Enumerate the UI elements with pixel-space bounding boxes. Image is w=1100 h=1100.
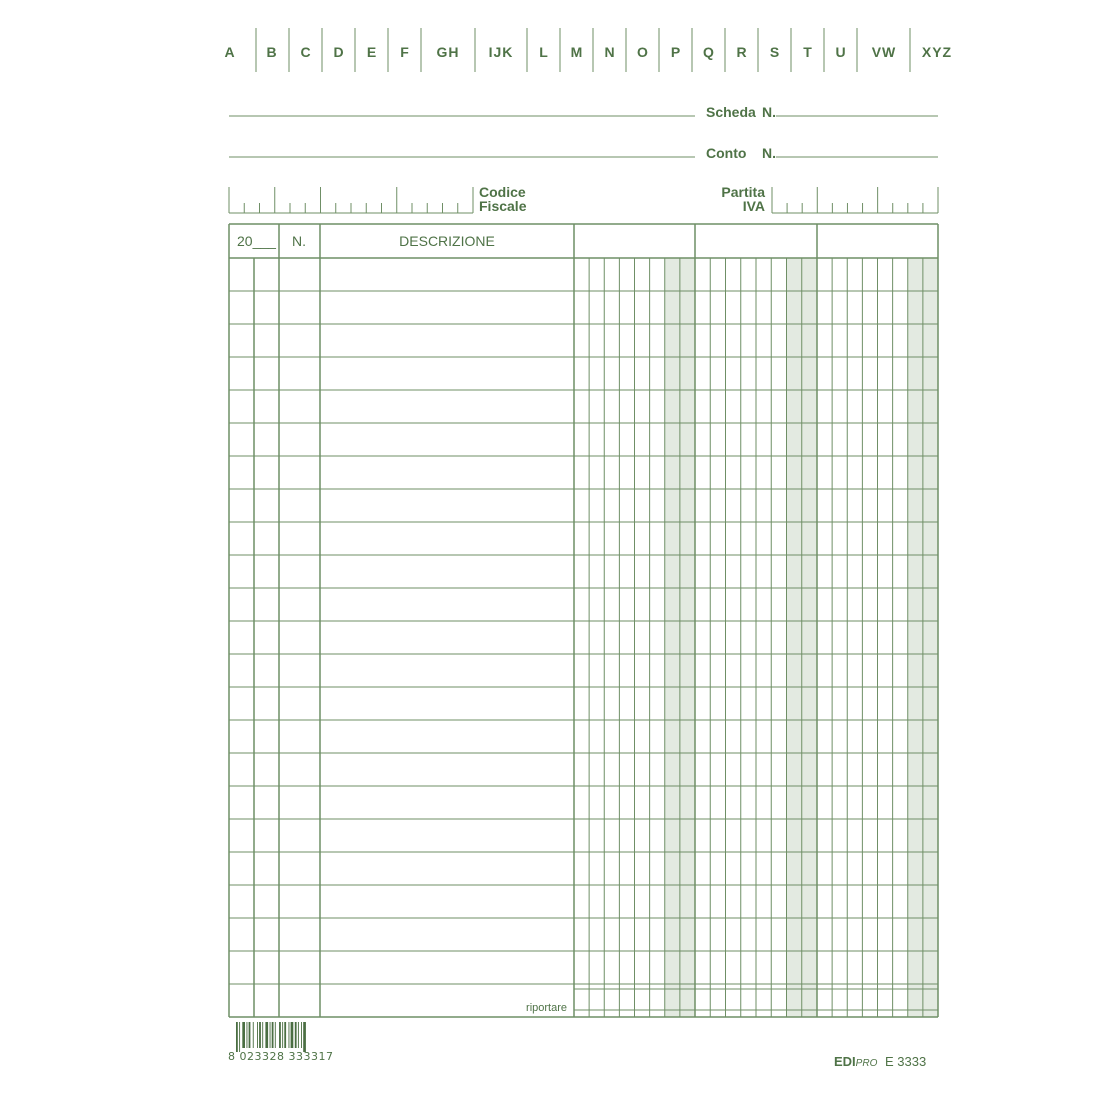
- index-tab-f: F: [400, 44, 410, 60]
- barcode-bar: [284, 1022, 287, 1048]
- barcode-number: 8 023328 333317: [228, 1050, 334, 1063]
- partita-iva-label: Partita IVA: [716, 185, 765, 213]
- barcode-bar: [236, 1022, 238, 1052]
- barcode-bar: [294, 1022, 297, 1048]
- barcode-bar: [303, 1022, 306, 1052]
- description-column-header: DESCRIZIONE: [399, 233, 495, 249]
- barcode-bar: [279, 1022, 281, 1048]
- barcode-bar: [282, 1022, 284, 1048]
- index-tab-p: P: [670, 44, 682, 60]
- index-tab-a: A: [224, 44, 236, 60]
- index-tab-b: B: [266, 44, 278, 60]
- index-tab-vw: VW: [871, 44, 897, 60]
- conto-label: Conto: [706, 145, 747, 161]
- barcode-bar: [271, 1022, 274, 1048]
- index-tab-m: M: [570, 44, 584, 60]
- barcode-bar: [290, 1022, 294, 1048]
- index-tab-u: U: [835, 44, 847, 60]
- index-tab-o: O: [637, 44, 649, 60]
- barcode-bar: [252, 1022, 254, 1048]
- codice-fiscale-line2: Fiscale: [479, 198, 527, 214]
- riportare-label: riportare: [526, 1002, 567, 1014]
- scheda-label: Scheda: [706, 104, 756, 120]
- index-tab-xyz: XYZ: [921, 44, 953, 60]
- barcode-bar: [297, 1022, 299, 1048]
- barcode-bar: [265, 1022, 269, 1048]
- index-tab-l: L: [539, 44, 549, 60]
- codice-fiscale-line1: Codice: [479, 184, 526, 200]
- product-code: E 3333: [884, 1054, 927, 1069]
- index-tab-d: D: [333, 44, 345, 60]
- index-tab-q: Q: [703, 44, 715, 60]
- barcode-bar: [248, 1022, 251, 1048]
- index-tab-ijk: IJK: [488, 44, 514, 60]
- barcode-bar: [269, 1022, 271, 1048]
- index-tab-s: S: [769, 44, 781, 60]
- barcode-bar: [246, 1022, 248, 1048]
- brand-name: EDI: [834, 1054, 856, 1069]
- barcode-bar: [301, 1022, 302, 1048]
- partita-iva-line1: Partita: [721, 184, 765, 200]
- index-tab-t: T: [803, 44, 813, 60]
- barcode-bar: [257, 1022, 258, 1048]
- barcode-bar: [242, 1022, 245, 1048]
- partita-iva-line2: IVA: [742, 198, 765, 214]
- year-column-header: 20___: [237, 233, 276, 249]
- index-tab-c: C: [300, 44, 312, 60]
- index-tab-r: R: [736, 44, 748, 60]
- barcode-bar: [259, 1022, 261, 1048]
- codice-fiscale-label: Codice Fiscale: [479, 185, 526, 213]
- number-column-header: N.: [292, 233, 306, 249]
- barcode-bar: [274, 1022, 276, 1048]
- brand-logo: EDIPRO E 3333: [834, 1054, 926, 1069]
- scheda-n-label: N.: [762, 104, 776, 120]
- conto-n-label: N.: [762, 145, 776, 161]
- index-tab-e: E: [366, 44, 378, 60]
- brand-suffix: PRO: [855, 1058, 878, 1069]
- barcode-bar: [239, 1022, 241, 1052]
- index-tab-n: N: [604, 44, 616, 60]
- index-tab-gh: GH: [436, 44, 460, 60]
- barcode-bar: [262, 1022, 264, 1048]
- barcode-bar: [288, 1022, 290, 1048]
